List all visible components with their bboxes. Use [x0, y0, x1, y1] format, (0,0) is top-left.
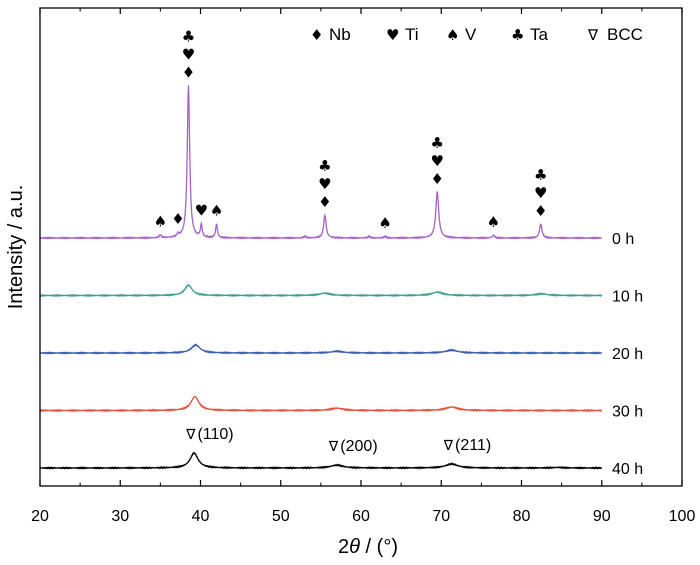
- series-label-0h: 0 h: [612, 231, 634, 248]
- series-label-20h: 20 h: [612, 346, 643, 363]
- x-tick-label: 60: [352, 508, 370, 525]
- legend-label: V: [465, 25, 477, 44]
- phase-marker: ♦: [182, 63, 195, 81]
- x-axis-title-unit: / (°): [360, 536, 398, 558]
- peak-annotation: ∇ (110): [185, 426, 234, 443]
- phase-marker: ♥: [195, 201, 208, 219]
- peak-annotation-layer: ∇ (110) ∇ (200) ∇ (211): [185, 426, 491, 455]
- plot-frame: [39, 7, 683, 487]
- phase-marker: ♦: [534, 202, 547, 220]
- legend: ♦ Nb ♥ Ti ♠ V ♣ Ta ∇ BCC: [310, 25, 643, 44]
- phase-marker: ♦: [171, 210, 184, 228]
- series-label-10h: 10 h: [612, 289, 643, 306]
- legend-symbol: ♥: [386, 26, 399, 44]
- x-axis-title-theta: θ: [349, 536, 360, 558]
- legend-label: Ta: [530, 25, 549, 44]
- x-tick-label: 80: [513, 508, 531, 525]
- legend-symbol: ♣: [511, 26, 524, 44]
- x-tick-label: 30: [111, 508, 129, 525]
- legend-entry-ta: ♣ Ta: [511, 25, 549, 44]
- legend-entry-v: ♠ V: [446, 25, 477, 44]
- phase-marker: ♥: [318, 175, 331, 193]
- series-label-layer: 0 h 10 h 20 h 30 h 40 h: [612, 231, 643, 478]
- phase-marker-layer: ♠ ♦♦♥♣♥ ♠ ♦♥♣♠♦♥♣♠♦♥♣: [154, 27, 548, 232]
- legend-label: Nb: [329, 25, 351, 44]
- series-line-10h: [39, 284, 603, 298]
- peak-annotation: ∇ (200): [328, 438, 378, 455]
- series-label-40h: 40 h: [612, 461, 643, 478]
- x-tick-label: 90: [593, 508, 611, 525]
- phase-marker: ♠: [378, 214, 391, 232]
- legend-label: BCC: [607, 25, 643, 44]
- phase-marker: ♥: [534, 184, 547, 202]
- phase-marker: ♦: [318, 193, 331, 211]
- legend-label: Ti: [405, 25, 419, 44]
- series-line-0h: [39, 85, 602, 240]
- phase-marker: ♠: [154, 213, 167, 231]
- phase-marker: ♣: [182, 27, 195, 45]
- legend-symbol: ♦: [310, 26, 323, 44]
- series-label-30h: 30 h: [612, 404, 643, 421]
- legend-entry-nb: ♦ Nb: [310, 25, 351, 44]
- series-layer: [39, 85, 603, 470]
- tick-layer: 20 30 40 50 60 70 80 90 100: [31, 8, 695, 525]
- phase-marker: ♣: [318, 157, 331, 175]
- x-axis-title-prefix: 2: [338, 536, 349, 558]
- series-line-30h: [39, 395, 603, 413]
- phase-marker: ♠: [210, 202, 223, 220]
- phase-marker: ♠: [487, 213, 500, 231]
- peak-annotation: ∇ (211): [443, 437, 492, 454]
- x-tick-label: 70: [432, 508, 450, 525]
- legend-symbol: ∇: [587, 26, 599, 44]
- phase-marker: ♦: [431, 170, 444, 188]
- y-axis-title: Intensity / a.u.: [5, 185, 27, 310]
- legend-symbol: ♠: [446, 26, 459, 44]
- series-line-40h: [39, 451, 603, 470]
- x-tick-label: 50: [272, 508, 290, 525]
- series-line-20h: [39, 343, 603, 355]
- phase-marker: ♥: [182, 45, 195, 63]
- phase-marker: ♣: [431, 134, 444, 152]
- x-tick-label: 20: [31, 508, 49, 525]
- legend-entry-bcc: ∇ BCC: [587, 25, 643, 44]
- legend-entry-ti: ♥ Ti: [386, 25, 419, 44]
- x-axis-title: 2θ / (°): [338, 536, 398, 558]
- x-tick-label: 100: [669, 508, 696, 525]
- phase-marker: ♥: [431, 152, 444, 170]
- phase-marker: ♣: [534, 166, 547, 184]
- x-tick-label: 40: [192, 508, 210, 525]
